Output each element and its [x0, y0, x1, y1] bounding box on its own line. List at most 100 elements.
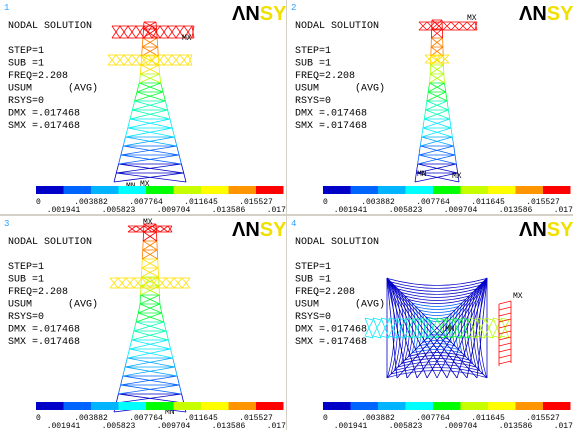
- legend-band: [461, 402, 489, 410]
- panel: 2 ΛNSYS NODAL SOLUTION STEP=1 SUB =1FREQ=2.2…: [287, 0, 573, 215]
- legend-label: .009704: [444, 206, 478, 215]
- legend-band: [36, 402, 64, 410]
- legend-band: [323, 402, 351, 410]
- legend-band: [119, 186, 147, 194]
- solution-line: NODAL SOLUTION: [8, 21, 92, 32]
- marker-label: MX: [513, 292, 523, 301]
- logo-dark: ΛN: [519, 3, 547, 25]
- solution-line: STEP=1: [8, 262, 44, 273]
- legend-label: .009704: [157, 206, 191, 215]
- legend-label: .013586: [212, 422, 246, 430]
- solution-line: SUB =1: [295, 59, 331, 70]
- legend-label: .009704: [157, 422, 191, 430]
- legend-label: .001941: [47, 206, 81, 215]
- legend-label: .017468: [554, 206, 573, 215]
- panel-number: 1: [4, 3, 9, 13]
- legend-band: [119, 402, 147, 410]
- solution-line: STEP=1: [295, 46, 331, 57]
- legend-band: [516, 402, 544, 410]
- solution-line: RSYS=0: [295, 96, 331, 107]
- logo: ΛNSYS: [519, 3, 573, 25]
- marker-label: MN: [445, 325, 455, 334]
- solution-line: STEP=1: [8, 46, 44, 57]
- logo: ΛNSYS: [519, 219, 573, 241]
- legend-band: [64, 402, 92, 410]
- legend-band: [433, 402, 461, 410]
- legend-band: [488, 186, 516, 194]
- legend-band: [229, 186, 257, 194]
- legend-band: [543, 402, 571, 410]
- marker-label: MX: [182, 34, 192, 43]
- legend-label: .009704: [444, 422, 478, 430]
- marker-label: MN: [417, 170, 427, 179]
- legend-band: [543, 186, 571, 194]
- legend-band: [351, 402, 379, 410]
- legend-label: .005823: [102, 206, 136, 215]
- solution-line: NODAL SOLUTION: [8, 237, 92, 248]
- legend-label: 0: [36, 414, 41, 423]
- panel-number: 2: [291, 3, 296, 13]
- legend-band: [406, 402, 434, 410]
- solution-line: USUM (AVG): [8, 299, 98, 311]
- solution-line: RSYS=0: [295, 312, 331, 323]
- legend-label: 0: [323, 198, 328, 207]
- solution-line: RSYS=0: [8, 312, 44, 323]
- solution-line: DMX =.017468: [295, 325, 367, 336]
- legend-band: [91, 402, 119, 410]
- legend-label: 0: [323, 414, 328, 423]
- solution-line: RSYS=0: [8, 96, 44, 107]
- logo-dark: ΛN: [232, 3, 260, 25]
- legend-band: [351, 186, 379, 194]
- solution-line: SMX =.017468: [8, 121, 80, 132]
- marker-label: MX: [143, 218, 153, 227]
- legend-band: [488, 402, 516, 410]
- legend-label: .005823: [389, 422, 423, 430]
- legend-label: .017468: [554, 422, 573, 430]
- legend-label: .013586: [499, 422, 533, 430]
- legend-band: [229, 402, 257, 410]
- logo-light: SYS: [547, 219, 573, 241]
- solution-line: FREQ=2.208: [295, 71, 355, 82]
- solution-line: DMX =.017468: [8, 109, 80, 120]
- legend-band: [406, 186, 434, 194]
- legend-band: [516, 186, 544, 194]
- logo-dark: ΛN: [519, 219, 547, 241]
- logo-dark: ΛN: [232, 219, 260, 241]
- solution-line: SUB =1: [8, 59, 44, 70]
- solution-line: SMX =.017468: [295, 337, 367, 348]
- solution-line: USUM (AVG): [8, 83, 98, 95]
- legend-band: [461, 186, 489, 194]
- legend-band: [146, 402, 174, 410]
- solution-line: SMX =.017468: [295, 121, 367, 132]
- legend-label: .001941: [47, 422, 81, 430]
- solution-line: NODAL SOLUTION: [295, 21, 379, 32]
- panel-number: 4: [291, 219, 296, 229]
- solution-line: DMX =.017468: [295, 109, 367, 120]
- logo-light: SYS: [547, 3, 573, 25]
- panel: 4ΛNSYSNODAL SOLUTIONSTEP=1SUB =1FREQ=2.2…: [287, 216, 573, 430]
- legend-label: .005823: [102, 422, 136, 430]
- legend-band: [201, 186, 229, 194]
- solution-line: USUM (AVG): [295, 299, 385, 311]
- legend-band: [256, 402, 284, 410]
- legend-band: [36, 186, 64, 194]
- legend-band: [433, 186, 461, 194]
- solution-line: SUB =1: [8, 275, 44, 286]
- solution-line: STEP=1: [295, 262, 331, 273]
- legend-band: [146, 186, 174, 194]
- panel: 1ΛNSYSNODAL SOLUTIONSTEP=1SUB =1FREQ=2.2…: [0, 0, 301, 215]
- marker-label: MX: [452, 172, 462, 181]
- solution-line: SMX =.017468: [8, 337, 80, 348]
- legend-label: 0: [36, 198, 41, 207]
- legend-band: [378, 402, 406, 410]
- solution-line: SUB =1: [295, 275, 331, 286]
- legend-band: [323, 186, 351, 194]
- legend-band: [256, 186, 284, 194]
- legend-band: [201, 402, 229, 410]
- legend-label: .013586: [499, 206, 533, 215]
- legend-band: [91, 186, 119, 194]
- screen: 1ΛNSYSNODAL SOLUTIONSTEP=1SUB =1FREQ=2.2…: [0, 0, 573, 430]
- solution-line: FREQ=2.208: [8, 71, 68, 82]
- legend-band: [378, 186, 406, 194]
